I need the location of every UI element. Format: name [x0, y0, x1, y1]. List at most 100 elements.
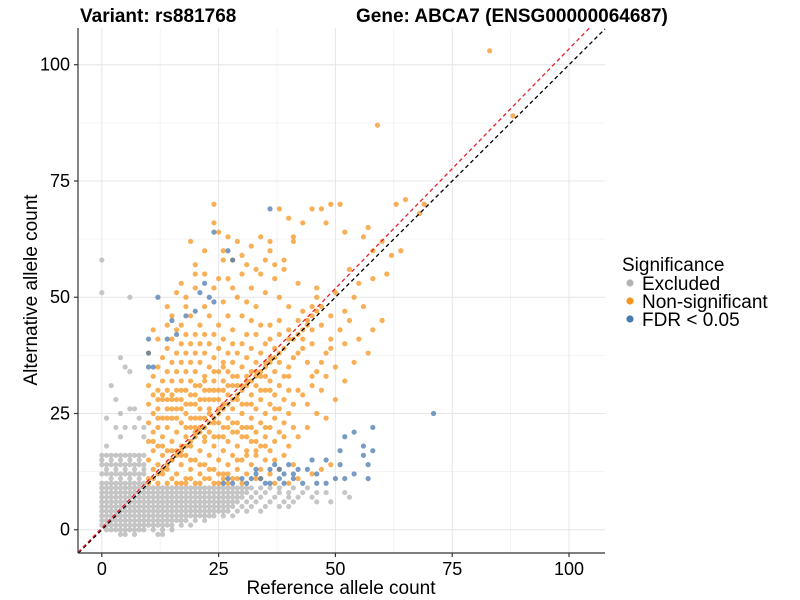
- data-point: [113, 503, 119, 510]
- data-point: [276, 485, 282, 491]
- data-point: [267, 471, 273, 477]
- data-point: [248, 243, 254, 249]
- data-point: [253, 438, 259, 444]
- data-point: [169, 527, 175, 533]
- data-point: [122, 531, 128, 537]
- data-point: [197, 396, 203, 403]
- data-point: [290, 401, 296, 407]
- data-point: [173, 396, 180, 403]
- data-point: [276, 294, 282, 300]
- data-point: [169, 406, 175, 412]
- data-point: [276, 382, 282, 389]
- data-point: [136, 527, 142, 533]
- data-point: [239, 480, 245, 486]
- data-point: [159, 378, 166, 384]
- data-point: [155, 396, 161, 403]
- data-point: [290, 424, 296, 431]
- data-point: [117, 355, 124, 361]
- data-point: [173, 471, 180, 477]
- data-point: [314, 308, 320, 314]
- data-point: [248, 415, 254, 421]
- data-point: [248, 317, 254, 324]
- data-point: [178, 503, 184, 510]
- data-point: [131, 471, 138, 477]
- data-point: [122, 364, 128, 370]
- data-point: [141, 452, 147, 458]
- data-point: [281, 420, 287, 426]
- data-point: [253, 331, 259, 338]
- data-point: [113, 471, 119, 477]
- data-point: [103, 462, 110, 468]
- data-point: [192, 517, 198, 524]
- data-point: [183, 387, 189, 393]
- data-point: [108, 452, 114, 458]
- y-tick-label: 25: [50, 403, 70, 423]
- data-point: [99, 471, 105, 477]
- data-point: [155, 489, 161, 496]
- data-point: [211, 494, 217, 500]
- data-point: [173, 289, 180, 296]
- data-point: [113, 462, 119, 468]
- data-point: [136, 471, 142, 477]
- data-point: [262, 257, 268, 263]
- data-point: [300, 489, 306, 496]
- data-point: [127, 452, 133, 458]
- data-point: [234, 373, 240, 379]
- data-point: [234, 508, 240, 514]
- data-point: [202, 280, 208, 286]
- reference-line-fit: [77, 27, 590, 553]
- data-point: [127, 517, 133, 524]
- x-tick-label: 0: [97, 559, 107, 579]
- data-point: [262, 443, 268, 449]
- data-point: [290, 234, 296, 240]
- data-point: [262, 489, 268, 496]
- data-point: [99, 462, 105, 468]
- data-point: [169, 517, 175, 524]
- data-point: [197, 489, 203, 496]
- data-point: [295, 350, 301, 356]
- data-point: [103, 480, 110, 486]
- data-point: [337, 448, 343, 454]
- data-point: [244, 508, 250, 514]
- data-point: [117, 434, 124, 440]
- data-point: [276, 317, 282, 324]
- data-point: [295, 434, 301, 440]
- data-point: [103, 466, 110, 472]
- data-point: [141, 499, 147, 505]
- data-point: [211, 513, 217, 519]
- data-point: [155, 499, 161, 505]
- data-point: [290, 485, 296, 491]
- data-point: [262, 387, 268, 393]
- data-point: [216, 229, 222, 235]
- data-point: [183, 424, 189, 431]
- data-point: [286, 443, 292, 449]
- data-point: [220, 480, 226, 486]
- data-point: [253, 475, 259, 482]
- data-point: [211, 443, 217, 449]
- data-point: [169, 485, 175, 491]
- data-point: [145, 382, 152, 389]
- data-point: [150, 466, 156, 472]
- data-point: [108, 499, 114, 505]
- data-point: [187, 443, 194, 449]
- data-point: [220, 378, 226, 384]
- data-point: [230, 341, 236, 347]
- data-point: [131, 508, 138, 514]
- data-point: [187, 485, 194, 491]
- data-point: [183, 350, 189, 356]
- data-point: [309, 206, 315, 212]
- data-point: [323, 457, 329, 463]
- data-point: [314, 369, 320, 375]
- data-point: [211, 299, 217, 305]
- data-point: [99, 503, 105, 510]
- data-point: [365, 462, 371, 468]
- data-point: [220, 499, 226, 505]
- data-point: [272, 494, 278, 500]
- data-point: [230, 489, 236, 496]
- data-point: [281, 434, 287, 440]
- data-point: [216, 494, 222, 500]
- data-point: [206, 341, 212, 347]
- data-point: [202, 396, 208, 403]
- data-point: [216, 508, 222, 514]
- data-point: [183, 434, 189, 440]
